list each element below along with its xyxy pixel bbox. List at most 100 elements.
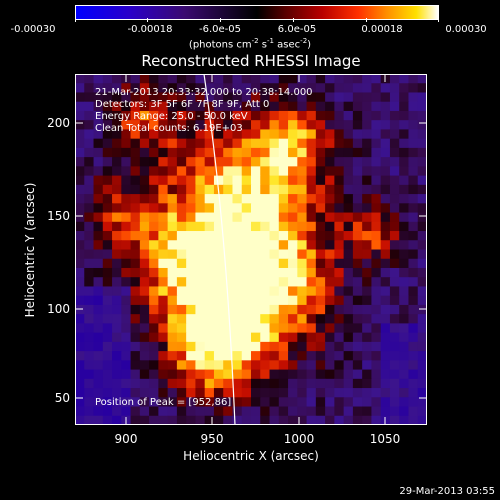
image-pixel	[167, 92, 178, 103]
image-pixel	[149, 341, 159, 352]
image-pixel	[297, 332, 308, 343]
image-pixel	[399, 397, 410, 408]
image-pixel	[260, 240, 271, 251]
image-pixel	[232, 286, 243, 297]
image-pixel	[334, 332, 345, 343]
image-pixel	[84, 221, 95, 232]
image-pixel	[306, 83, 317, 94]
image-pixel	[121, 240, 132, 251]
image-pixel	[251, 184, 261, 195]
image-pixel	[343, 110, 354, 121]
image-pixel	[93, 341, 104, 352]
image-pixel	[278, 120, 289, 131]
image-pixel	[75, 323, 85, 334]
image-pixel	[260, 360, 271, 371]
image-pixel	[371, 166, 382, 177]
image-pixel	[399, 120, 410, 131]
image-pixel	[399, 277, 410, 288]
image-pixel	[343, 147, 354, 158]
image-pixel	[389, 341, 400, 352]
image-pixel	[232, 267, 243, 278]
image-pixel	[186, 74, 197, 84]
image-pixel	[278, 138, 289, 149]
image-pixel	[223, 138, 234, 149]
image-pixel	[195, 184, 206, 195]
image-pixel	[158, 323, 169, 334]
colorbar-label: 0.00030	[445, 24, 487, 35]
image-pixel	[112, 415, 122, 425]
image-pixel	[389, 351, 400, 361]
image-pixel	[334, 184, 345, 195]
image-pixel	[213, 175, 224, 186]
image-pixel	[380, 212, 391, 223]
image-pixel	[251, 120, 261, 131]
image-pixel	[306, 194, 317, 204]
image-pixel	[288, 203, 298, 214]
image-pixel	[176, 286, 187, 297]
image-pixel	[260, 203, 271, 214]
image-pixel	[334, 397, 345, 408]
image-pixel	[176, 221, 187, 232]
image-pixel	[213, 74, 224, 84]
image-pixel	[121, 351, 132, 361]
image-pixel	[241, 277, 252, 288]
image-pixel	[251, 110, 261, 121]
image-pixel	[297, 147, 308, 158]
image-pixel	[389, 388, 400, 398]
image-pixel	[102, 157, 113, 167]
image-pixel	[352, 323, 363, 334]
image-pixel	[417, 295, 427, 306]
image-pixel	[306, 295, 317, 306]
image-pixel	[158, 341, 169, 352]
image-pixel	[371, 267, 382, 278]
image-pixel	[260, 83, 271, 94]
x-tick-label: 950	[200, 432, 224, 446]
image-pixel	[84, 304, 95, 315]
image-pixel	[380, 314, 391, 324]
image-pixel	[278, 175, 289, 186]
image-pixel	[195, 332, 206, 343]
image-pixel	[297, 360, 308, 371]
image-pixel	[251, 166, 261, 177]
image-pixel	[213, 157, 224, 167]
info-peak-position: Position of Peak = [952,86]	[95, 397, 232, 408]
image-pixel	[389, 231, 400, 241]
image-pixel	[389, 175, 400, 186]
image-pixel	[139, 157, 150, 167]
image-pixel	[130, 286, 141, 297]
image-pixel	[380, 138, 391, 149]
image-pixel	[112, 369, 122, 380]
image-pixel	[241, 157, 252, 167]
image-pixel	[380, 231, 391, 241]
image-pixel	[408, 194, 419, 204]
image-pixel	[130, 295, 141, 306]
image-pixel	[121, 138, 132, 149]
image-pixel	[315, 332, 326, 343]
image-pixel	[195, 175, 206, 186]
image-pixel	[306, 277, 317, 288]
image-pixel	[352, 277, 363, 288]
image-pixel	[408, 332, 419, 343]
image-pixel	[343, 231, 354, 241]
image-pixel	[389, 101, 400, 112]
image-pixel	[176, 194, 187, 204]
image-pixel	[213, 397, 224, 408]
image-pixel	[408, 157, 419, 167]
image-pixel	[269, 341, 280, 352]
image-pixel	[269, 332, 280, 343]
image-pixel	[102, 341, 113, 352]
image-pixel	[195, 378, 206, 389]
image-pixel	[399, 323, 410, 334]
image-pixel	[408, 397, 419, 408]
image-pixel	[297, 397, 308, 408]
image-pixel	[251, 74, 261, 84]
image-pixel	[213, 110, 224, 121]
image-pixel	[139, 203, 150, 214]
image-pixel	[288, 231, 298, 241]
image-pixel	[408, 110, 419, 121]
image-pixel	[130, 157, 141, 167]
image-pixel	[176, 231, 187, 241]
image-pixel	[278, 157, 289, 167]
image-pixel	[389, 129, 400, 140]
image-pixel	[371, 323, 382, 334]
